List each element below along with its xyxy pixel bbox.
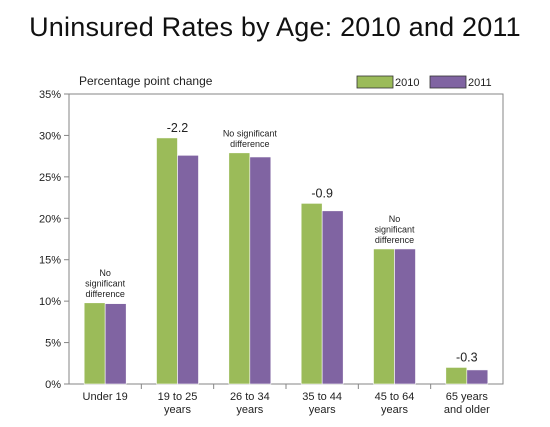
x-tick-label: Under 19 — [83, 391, 128, 403]
x-tick-label: 65 years — [446, 391, 489, 403]
y-tick-label: 25% — [39, 172, 61, 184]
x-tick-label: years — [381, 404, 408, 416]
y-tick-label: 10% — [39, 296, 61, 308]
bar-2010 — [83, 302, 106, 385]
bar-2010 — [445, 367, 468, 385]
y-tick-label: 0% — [45, 379, 61, 391]
change-label: -0.3 — [456, 350, 478, 364]
change-label: -2.2 — [167, 121, 189, 135]
significance-note: significant — [85, 278, 126, 288]
bar-2011 — [249, 156, 272, 385]
significance-note: difference — [375, 235, 414, 245]
bar-2010 — [300, 203, 323, 385]
x-tick-label: and older — [444, 404, 490, 416]
legend-item-2010-label: 2010 — [395, 77, 419, 89]
bar-2010 — [373, 248, 395, 385]
y-tick-label: 35% — [39, 89, 61, 101]
y-tick-label: 5% — [45, 338, 61, 350]
y-axis: 0% 5% 10% 15% 20% 25% 30% 35% — [39, 89, 69, 391]
legend: 2010 2011 — [356, 75, 492, 89]
significance-note: difference — [230, 139, 269, 149]
x-tick-label: years — [236, 404, 263, 416]
plot-area-frame — [68, 93, 504, 385]
y-tick-label: 30% — [39, 130, 61, 142]
x-tick-label: 26 to 34 — [230, 391, 270, 403]
x-tick-label: 19 to 25 — [158, 391, 198, 403]
bar-2011 — [177, 155, 199, 385]
significance-note: No significant — [223, 128, 278, 138]
x-tick-label: years — [164, 404, 191, 416]
bar-group — [83, 137, 489, 385]
x-tick-label: 35 to 44 — [302, 391, 342, 403]
bar-2011 — [466, 369, 489, 385]
legend-item-2011-label: 2011 — [468, 77, 492, 89]
x-tick-label: 45 to 64 — [375, 391, 415, 403]
y-tick-label: 20% — [39, 213, 61, 225]
y-tick-label: 15% — [39, 255, 61, 267]
chart-title: Uninsured Rates by Age: 2010 and 2011 — [29, 12, 521, 42]
significance-note: No — [389, 214, 401, 224]
significance-note: significant — [374, 224, 415, 234]
x-tick-label: years — [309, 404, 336, 416]
legend-swatch-2011 — [429, 75, 467, 89]
legend-swatch-2010 — [356, 75, 394, 89]
significance-note: No — [99, 268, 111, 278]
change-label: -0.9 — [311, 186, 333, 200]
bar-2010 — [228, 152, 251, 385]
bar-2011 — [321, 210, 344, 385]
bar-2011 — [104, 303, 127, 385]
bar-2011 — [394, 248, 416, 385]
chart-subtitle: Percentage point change — [79, 74, 213, 88]
significance-note: difference — [85, 289, 124, 299]
bar-2010 — [156, 137, 178, 385]
